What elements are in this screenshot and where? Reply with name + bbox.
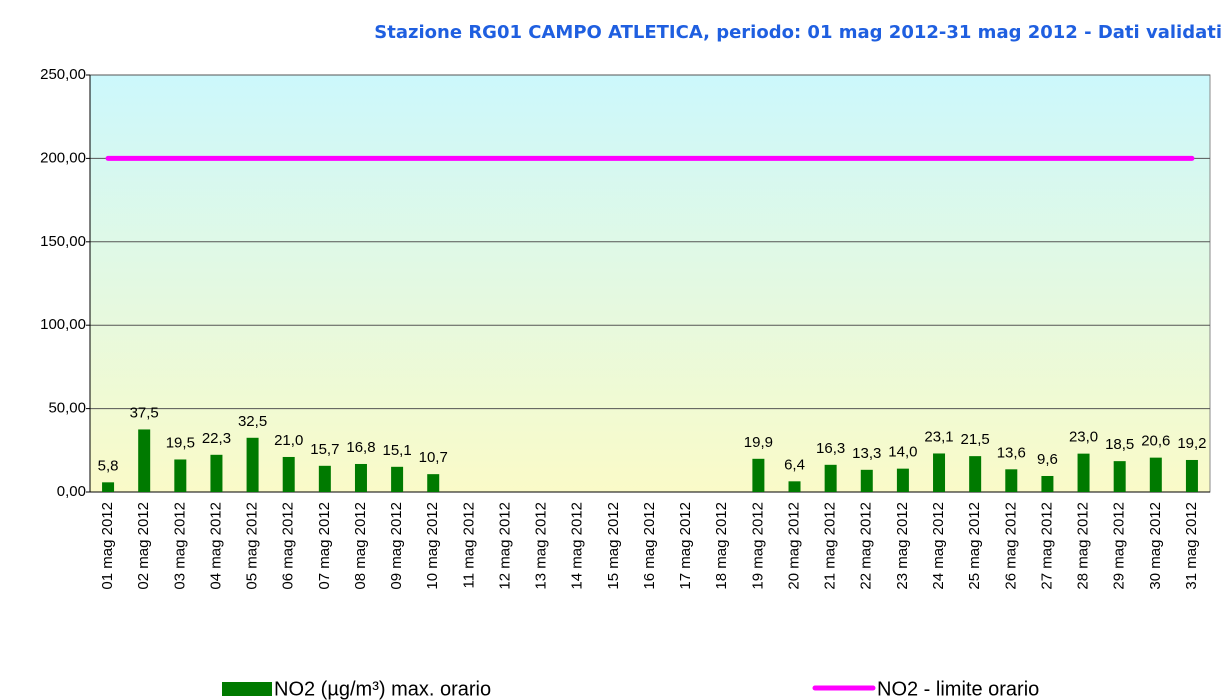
data-label: 22,3 <box>202 430 231 447</box>
data-label: 10,7 <box>419 449 448 466</box>
data-label: 37,5 <box>130 404 159 421</box>
data-label: 16,3 <box>816 440 845 457</box>
data-label: 16,8 <box>346 439 375 456</box>
data-label: 15,1 <box>382 442 411 459</box>
legend-label: NO2 - limite orario <box>877 678 1039 700</box>
y-tick-label: 200,00 <box>40 149 86 166</box>
data-label: 14,0 <box>888 444 917 461</box>
data-label: 15,7 <box>310 441 339 458</box>
data-label: 21,0 <box>274 432 303 449</box>
bar <box>1077 453 1090 492</box>
data-label: 13,3 <box>852 445 881 462</box>
bar <box>138 429 151 492</box>
bar <box>427 474 440 492</box>
x-tick-label: 18 mag 2012 <box>713 502 730 590</box>
legend-swatch <box>222 682 272 696</box>
x-tick-label: 08 mag 2012 <box>352 502 369 590</box>
data-label: 19,2 <box>1177 435 1206 452</box>
data-label: 9,6 <box>1037 451 1058 468</box>
x-tick-label: 23 mag 2012 <box>894 502 911 590</box>
x-tick-label: 12 mag 2012 <box>496 502 513 590</box>
bar <box>824 464 837 492</box>
bar <box>752 458 765 492</box>
y-tick-label: 0,00 <box>57 483 86 500</box>
bar <box>210 454 223 492</box>
data-label: 23,1 <box>924 428 953 445</box>
x-tick-label: 27 mag 2012 <box>1038 502 1055 590</box>
y-tick-label: 50,00 <box>48 400 86 417</box>
x-tick-label: 30 mag 2012 <box>1147 502 1164 590</box>
bar <box>391 466 404 492</box>
x-tick-label: 22 mag 2012 <box>858 502 875 590</box>
bar <box>1149 457 1162 492</box>
x-tick-label: 14 mag 2012 <box>569 502 586 590</box>
x-tick-label: 07 mag 2012 <box>316 502 333 590</box>
x-tick-label: 03 mag 2012 <box>171 502 188 590</box>
chart-title: Stazione RG01 CAMPO ATLETICA, periodo: 0… <box>374 22 1222 43</box>
x-tick-label: 04 mag 2012 <box>207 502 224 590</box>
legend-label: NO2 (µg/m³) max. orario <box>274 678 491 700</box>
data-label: 21,5 <box>961 431 990 448</box>
x-tick-label: 15 mag 2012 <box>605 502 622 590</box>
bar <box>102 482 115 492</box>
bar <box>933 453 946 492</box>
x-tick-label: 24 mag 2012 <box>930 502 947 590</box>
x-tick-label: 16 mag 2012 <box>641 502 658 590</box>
data-label: 18,5 <box>1105 436 1134 453</box>
data-label: 13,6 <box>997 444 1026 461</box>
data-label: 5,8 <box>98 457 119 474</box>
y-tick-label: 100,00 <box>40 316 86 333</box>
y-tick-label: 150,00 <box>40 233 86 250</box>
x-tick-label: 20 mag 2012 <box>785 502 802 590</box>
bar <box>354 463 367 492</box>
data-label: 6,4 <box>784 456 805 473</box>
bar <box>1113 461 1126 492</box>
data-label: 23,0 <box>1069 429 1098 446</box>
x-tick-label: 19 mag 2012 <box>749 502 766 590</box>
bar <box>969 456 982 492</box>
x-tick-label: 13 mag 2012 <box>533 502 550 590</box>
bar <box>788 481 801 492</box>
x-tick-label: 21 mag 2012 <box>822 502 839 590</box>
data-label: 32,5 <box>238 413 267 430</box>
bar <box>860 469 873 492</box>
data-label: 19,9 <box>744 434 773 451</box>
x-tick-label: 05 mag 2012 <box>244 502 261 590</box>
x-tick-label: 29 mag 2012 <box>1111 502 1128 590</box>
data-label: 19,5 <box>166 434 195 451</box>
x-tick-label: 10 mag 2012 <box>424 502 441 590</box>
bar <box>1005 469 1018 492</box>
data-label: 20,6 <box>1141 433 1170 450</box>
x-tick-label: 26 mag 2012 <box>1002 502 1019 590</box>
x-tick-label: 17 mag 2012 <box>677 502 694 590</box>
x-tick-label: 25 mag 2012 <box>966 502 983 590</box>
bar <box>282 456 295 492</box>
bar <box>246 437 259 492</box>
bar <box>318 465 331 492</box>
plot-area <box>89 74 1211 493</box>
x-tick-label: 09 mag 2012 <box>388 502 405 590</box>
x-tick-label: 02 mag 2012 <box>135 502 152 590</box>
bar <box>174 459 187 492</box>
x-tick-label: 28 mag 2012 <box>1075 502 1092 590</box>
y-tick-label: 250,00 <box>40 66 86 83</box>
x-tick-label: 01 mag 2012 <box>99 502 116 590</box>
x-tick-label: 31 mag 2012 <box>1183 502 1200 590</box>
bar <box>1041 475 1054 492</box>
bar <box>896 468 909 492</box>
bar <box>1185 459 1198 492</box>
x-tick-label: 11 mag 2012 <box>460 502 477 588</box>
x-tick-label: 06 mag 2012 <box>280 502 297 590</box>
